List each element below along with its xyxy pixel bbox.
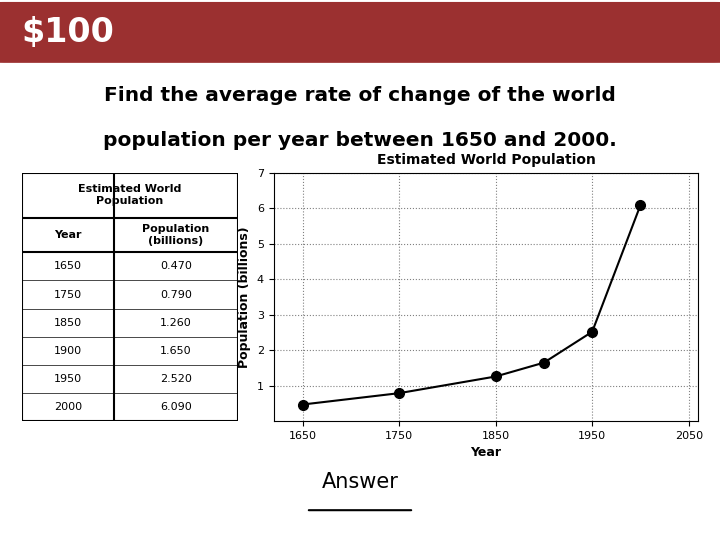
Text: 6.090: 6.090 (160, 402, 192, 412)
Text: population per year between 1650 and 2000.: population per year between 1650 and 200… (103, 131, 617, 150)
Text: $100: $100 (22, 16, 114, 49)
Text: 1650: 1650 (54, 261, 82, 272)
Text: 0.790: 0.790 (160, 289, 192, 300)
Text: 1950: 1950 (54, 374, 82, 384)
Text: Population
(billions): Population (billions) (143, 224, 210, 246)
Text: 2.520: 2.520 (160, 374, 192, 384)
Text: 1900: 1900 (54, 346, 82, 356)
Text: Find the average rate of change of the world: Find the average rate of change of the w… (104, 86, 616, 105)
Y-axis label: Population (billions): Population (billions) (238, 226, 251, 368)
Text: 0.470: 0.470 (160, 261, 192, 272)
Text: 1850: 1850 (54, 318, 82, 328)
Text: 1.650: 1.650 (161, 346, 192, 356)
Text: Year: Year (54, 230, 82, 240)
Text: 1750: 1750 (54, 289, 82, 300)
Text: Estimated World
Population: Estimated World Population (78, 184, 181, 206)
Text: Answer: Answer (322, 471, 398, 492)
Title: Estimated World Population: Estimated World Population (377, 153, 595, 167)
Text: 1.260: 1.260 (160, 318, 192, 328)
Text: 2000: 2000 (54, 402, 82, 412)
FancyBboxPatch shape (0, 2, 720, 63)
X-axis label: Year: Year (470, 447, 502, 460)
